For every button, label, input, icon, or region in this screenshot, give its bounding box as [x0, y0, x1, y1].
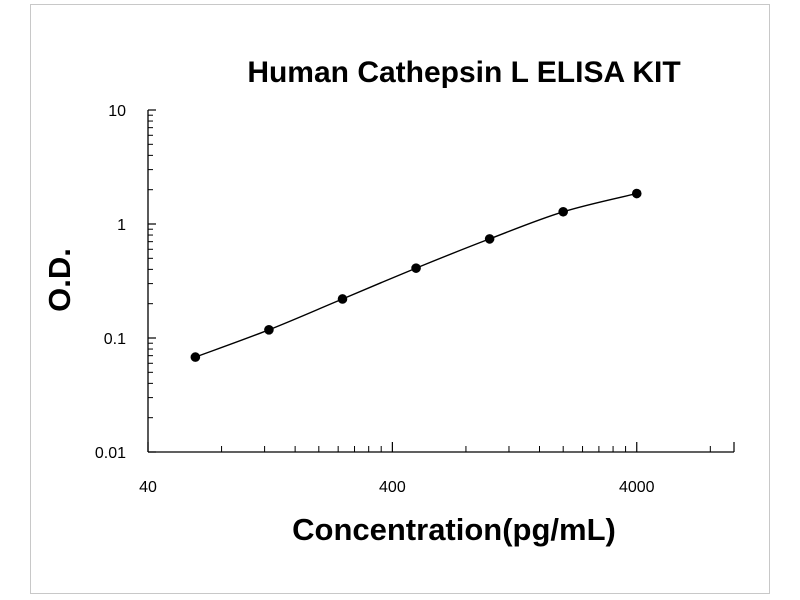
axes — [147, 110, 734, 453]
tick-labels: 0.01 0.1 1 10 40 400 4000 — [95, 103, 655, 496]
data-point — [411, 263, 421, 273]
data-points — [190, 188, 642, 362]
data-point — [190, 352, 201, 362]
data-point — [558, 206, 568, 217]
fit-curve — [195, 192, 637, 358]
data-point — [484, 234, 495, 244]
y-axis-label: O.D. — [42, 248, 77, 312]
data-point — [631, 188, 642, 199]
data-point — [337, 294, 348, 304]
y-tick-label: 1 — [117, 217, 126, 234]
x-tick-label: 400 — [379, 479, 406, 496]
y-tick-label: 0.01 — [95, 445, 126, 462]
data-point — [264, 325, 274, 335]
tick-marks — [147, 109, 735, 453]
x-axis-label: Concentration(pg/mL) — [292, 512, 616, 547]
y-tick-label: 10 — [108, 103, 126, 120]
x-tick-label: 40 — [139, 479, 157, 496]
x-tick-label: 4000 — [619, 479, 655, 496]
y-tick-label: 0.1 — [104, 331, 126, 348]
chart-title: Human Cathepsin L ELISA KIT — [247, 56, 680, 89]
standard-curve-line — [195, 192, 637, 358]
chart-border — [30, 4, 770, 594]
